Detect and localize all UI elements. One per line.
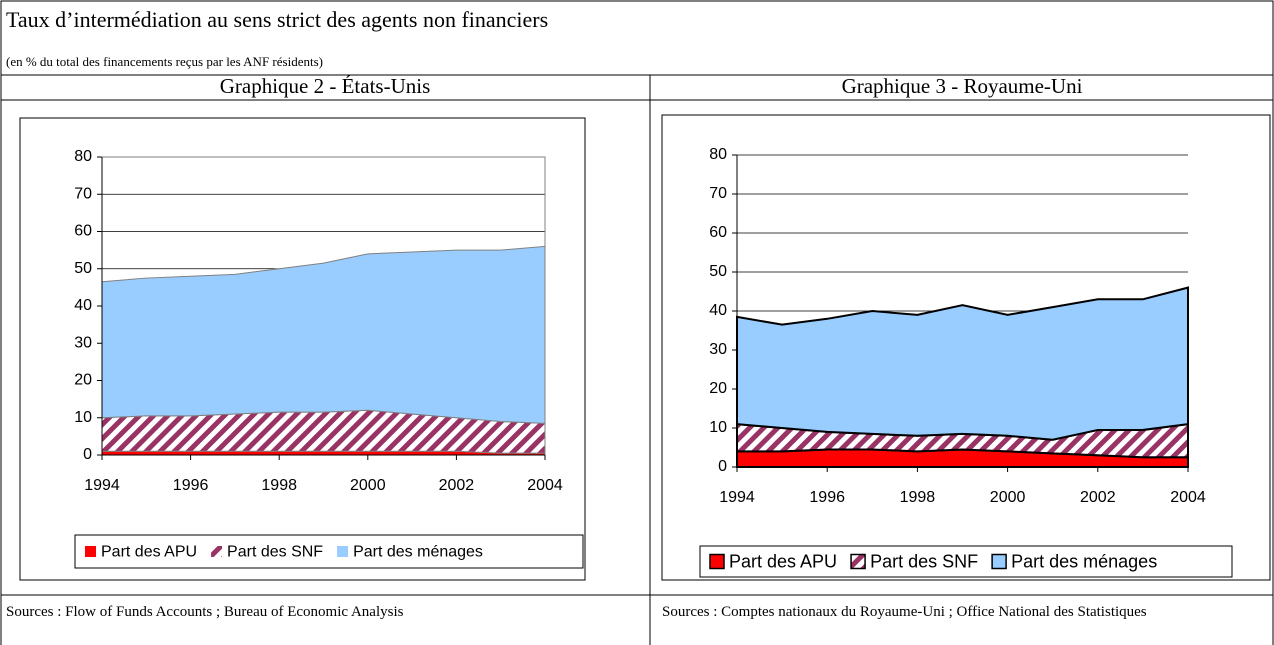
y-tick-label: 10 xyxy=(74,409,92,426)
legend-label: Part des ménages xyxy=(1011,551,1157,571)
y-tick-label: 80 xyxy=(74,148,92,165)
legend xyxy=(699,545,1233,578)
y-tick-label: 10 xyxy=(709,419,727,436)
y-tick-label: 30 xyxy=(709,341,727,358)
y-tick-label: 0 xyxy=(83,446,92,463)
x-tick-label: 2004 xyxy=(527,477,563,494)
y-tick-label: 60 xyxy=(709,224,727,241)
legend-marker xyxy=(991,553,1007,570)
legend-marker xyxy=(850,553,866,570)
y-tick-label: 50 xyxy=(709,263,727,280)
legend-marker xyxy=(85,546,96,557)
legend-label: Part des ménages xyxy=(353,544,483,561)
legend-label: Part des APU xyxy=(729,551,837,571)
y-tick-label: 40 xyxy=(709,302,727,319)
x-tick-label: 1994 xyxy=(719,489,755,506)
x-tick-label: 2000 xyxy=(990,489,1026,506)
area xyxy=(736,286,1189,441)
x-tick-label: 1996 xyxy=(173,477,209,494)
chart-title: Graphique 2 - États-Unis xyxy=(220,74,431,98)
y-tick-label: 70 xyxy=(74,185,92,202)
y-tick-label: 0 xyxy=(718,458,727,475)
y-tick-label: 20 xyxy=(709,380,727,397)
legend-marker xyxy=(709,553,725,570)
x-tick-label: 2000 xyxy=(350,477,386,494)
legend-label: Part des SNF xyxy=(870,551,978,571)
page-subtitle: (en % du total des financements reçus pa… xyxy=(6,54,323,69)
legend-marker xyxy=(337,546,349,557)
legend-label: Part des APU xyxy=(101,544,197,561)
page-title: Taux d’intermédiation au sens strict des… xyxy=(6,7,548,32)
y-tick-label: 80 xyxy=(709,146,727,163)
x-tick-label: 1998 xyxy=(261,477,297,494)
source-note: Sources : Flow of Funds Accounts ; Burea… xyxy=(6,604,404,620)
x-tick-label: 2002 xyxy=(1080,489,1116,506)
chart-title: Graphique 3 - Royaume-Uni xyxy=(842,74,1083,98)
y-tick-label: 60 xyxy=(74,223,92,240)
legend xyxy=(74,534,584,569)
x-tick-label: 2004 xyxy=(1170,489,1206,506)
y-tick-label: 40 xyxy=(74,297,92,314)
y-tick-label: 50 xyxy=(74,260,92,277)
x-tick-label: 1994 xyxy=(84,477,120,494)
x-tick-label: 2002 xyxy=(439,477,475,494)
x-tick-label: 1996 xyxy=(809,489,845,506)
y-tick-label: 70 xyxy=(709,185,727,202)
legend-marker xyxy=(211,546,223,557)
y-tick-label: 30 xyxy=(74,334,92,351)
source-note: Sources : Comptes nationaux du Royaume-U… xyxy=(662,604,1147,620)
x-tick-label: 1998 xyxy=(900,489,936,506)
y-tick-label: 20 xyxy=(74,372,92,389)
legend-label: Part des SNF xyxy=(227,544,323,561)
